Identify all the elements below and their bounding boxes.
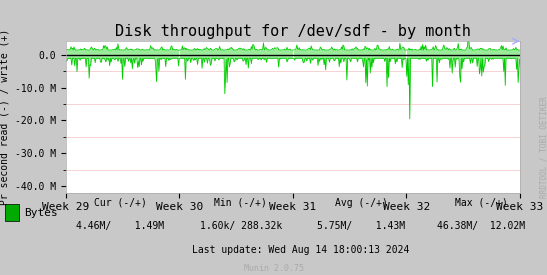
Text: RRDTOOL / TOBI OETIKER: RRDTOOL / TOBI OETIKER xyxy=(540,96,547,198)
Text: 5.75M/    1.43M: 5.75M/ 1.43M xyxy=(317,221,405,231)
Title: Disk throughput for /dev/sdf - by month: Disk throughput for /dev/sdf - by month xyxy=(115,24,470,39)
Text: 4.46M/    1.49M: 4.46M/ 1.49M xyxy=(76,221,165,231)
Text: Munin 2.0.75: Munin 2.0.75 xyxy=(243,264,304,273)
Text: Avg (-/+): Avg (-/+) xyxy=(335,198,387,208)
Text: Max (-/+): Max (-/+) xyxy=(455,198,508,208)
Text: Bytes: Bytes xyxy=(25,208,59,218)
Text: Min (-/+): Min (-/+) xyxy=(214,198,267,208)
Y-axis label: Pr second read (-) / write (+): Pr second read (-) / write (+) xyxy=(0,29,9,205)
Text: 1.60k/ 288.32k: 1.60k/ 288.32k xyxy=(200,221,282,231)
Text: Last update: Wed Aug 14 18:00:13 2024: Last update: Wed Aug 14 18:00:13 2024 xyxy=(192,246,410,255)
Bar xyxy=(5,204,19,221)
Text: Cur (-/+): Cur (-/+) xyxy=(94,198,147,208)
Text: 46.38M/  12.02M: 46.38M/ 12.02M xyxy=(437,221,526,231)
